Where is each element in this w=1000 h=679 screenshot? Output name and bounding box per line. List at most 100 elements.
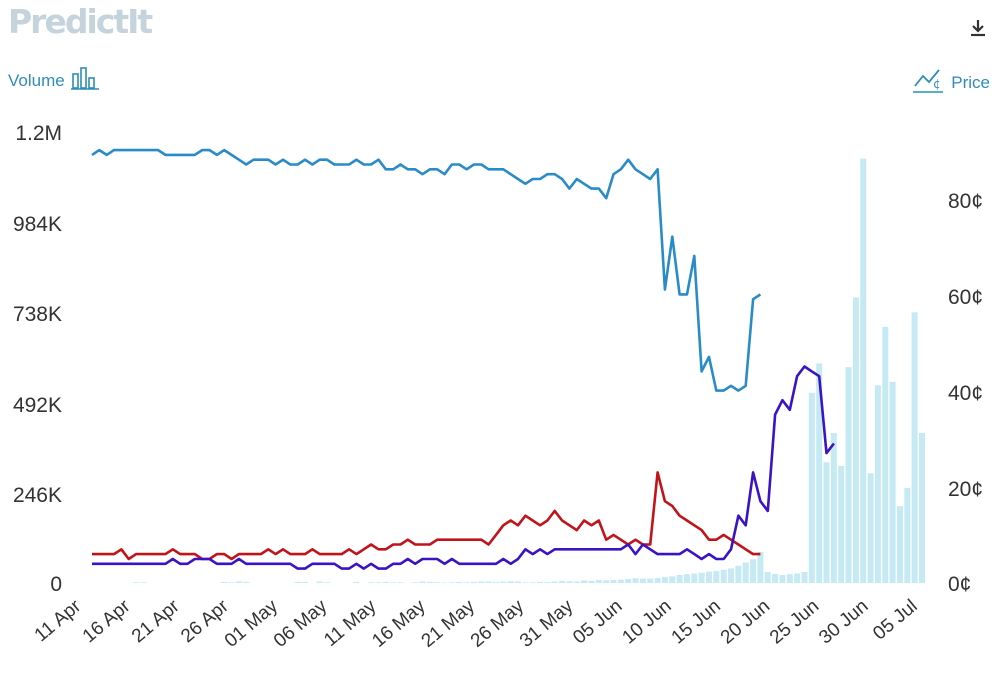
date-tick-label: 30 Jun (815, 596, 872, 649)
volume-bar (816, 363, 823, 583)
price-series-line-1 (91, 148, 762, 392)
volume-axis-ticks: 0 246K 492K 738K 984K 1.2M (13, 122, 62, 596)
volume-bar (382, 581, 389, 583)
volume-bar (493, 581, 499, 583)
volume-tick-label: 492K (13, 394, 62, 417)
volume-bar (845, 367, 852, 583)
volume-bar (500, 581, 507, 583)
volume-bar (661, 577, 668, 583)
volume-bar (133, 582, 140, 583)
volume-tick-label: 1.2M (15, 122, 62, 145)
volume-bar (742, 562, 749, 583)
volume-bar (397, 582, 404, 583)
volume-tick-label: 984K (13, 213, 62, 236)
price-tick-label: 20¢ (948, 478, 983, 501)
volume-bar (632, 578, 639, 583)
price-toggle[interactable]: ¢ Price (913, 66, 990, 99)
volume-bar (507, 581, 514, 583)
date-tick-label: 01 May (221, 595, 283, 651)
volume-bar (897, 506, 903, 583)
volume-bar (625, 579, 632, 583)
volume-bar (375, 582, 382, 583)
date-tick-label: 16 Apr (79, 595, 135, 647)
date-tick-label: 11 May (320, 595, 381, 651)
volume-bar (610, 580, 617, 583)
date-tick-label: 05 Jun (569, 596, 626, 649)
volume-bar (919, 433, 925, 583)
volume-bar (537, 581, 543, 583)
date-tick-label: 31 May (516, 595, 578, 651)
volume-bar (522, 582, 529, 583)
volume-bar (867, 473, 874, 583)
price-lines (91, 148, 835, 570)
volume-bar (720, 569, 727, 583)
volume-bar (779, 575, 786, 583)
date-tick-label: 16 May (368, 595, 430, 651)
volume-bar (368, 582, 375, 583)
predictit-logo: PredictIt (8, 2, 153, 41)
volume-toggle[interactable]: Volume (8, 66, 101, 95)
volume-bar (353, 581, 360, 583)
date-tick-label: 21 Apr (128, 595, 184, 647)
volume-bar (750, 559, 757, 583)
volume-bar (603, 580, 610, 583)
volume-bar (639, 578, 646, 583)
price-axis-ticks: 0¢ 20¢ 40¢ 60¢ 80¢ (948, 190, 983, 596)
volume-bar (485, 581, 492, 583)
volume-bar (654, 577, 661, 583)
volume-bar (456, 581, 463, 583)
bar-chart-icon (70, 66, 101, 95)
volume-bar (228, 582, 235, 583)
volume-tick-label: 246K (13, 484, 62, 507)
download-icon[interactable] (966, 16, 990, 40)
date-tick-label: 15 Jun (668, 596, 725, 649)
volume-bar (706, 571, 712, 583)
volume-bar (860, 158, 867, 583)
volume-bar (698, 572, 705, 583)
price-series-line-2 (92, 471, 761, 561)
volume-bar (713, 570, 720, 583)
date-tick-label: 26 May (467, 595, 529, 651)
volume-bar (551, 581, 558, 583)
volume-bar (904, 487, 911, 583)
volume-bar (911, 312, 918, 583)
volume-bar (588, 580, 595, 583)
volume-bar (889, 381, 896, 583)
volume-bar (852, 297, 859, 583)
volume-bar (434, 582, 441, 583)
volume-bar (794, 573, 801, 583)
volume-bar (544, 581, 551, 583)
volume-bar (140, 582, 147, 583)
volume-bar (419, 581, 426, 583)
volume-bar (595, 580, 602, 583)
date-tick-label: 11 Apr (31, 595, 86, 646)
volume-bar (617, 579, 624, 583)
volume-bar (764, 572, 771, 583)
volume-label: Volume (8, 70, 65, 90)
volume-bar (463, 582, 470, 583)
volume-bar (566, 581, 573, 583)
date-tick-label: 06 May (270, 595, 332, 651)
price-tick-label: 40¢ (948, 382, 983, 405)
volume-bar (478, 581, 485, 583)
svg-text:¢: ¢ (933, 77, 941, 91)
volume-bar (324, 582, 330, 583)
volume-bar (221, 581, 228, 583)
volume-bar (735, 565, 742, 583)
volume-bar (786, 574, 793, 583)
price-series-line-3 (92, 365, 835, 570)
volume-bar (426, 581, 433, 583)
volume-bar (728, 568, 734, 583)
volume-bar (515, 581, 521, 583)
volume-bar (823, 462, 830, 583)
volume-bar (390, 582, 397, 583)
volume-bar (448, 582, 455, 583)
volume-bar (669, 576, 676, 583)
volume-bar (838, 465, 845, 583)
volume-bar (243, 581, 250, 583)
volume-bar (470, 581, 477, 583)
volume-bar (647, 578, 654, 583)
volume-bar (801, 572, 808, 583)
